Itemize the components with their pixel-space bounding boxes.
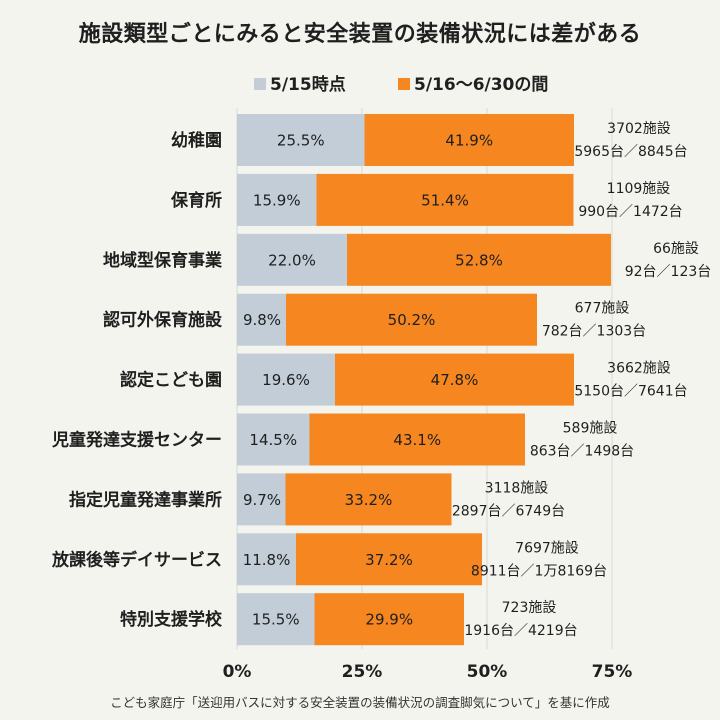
data-label: 19.6% bbox=[262, 371, 310, 389]
annotation-units: 863台／1498台 bbox=[530, 444, 634, 460]
data-label: 11.8% bbox=[243, 551, 291, 569]
legend-label: 5/15時点 bbox=[270, 74, 346, 95]
data-label: 29.9% bbox=[365, 611, 413, 629]
category-label: 放課後等デイサービス bbox=[51, 549, 222, 570]
data-label: 51.4% bbox=[421, 191, 469, 209]
source-note: こども家庭庁「送迎用バスに対する安全装置の装備状況の調査脚気について」を基に作成 bbox=[110, 695, 610, 710]
legend-label: 5/16〜6/30の間 bbox=[414, 75, 548, 95]
bar-segment bbox=[237, 593, 315, 646]
bar-segment bbox=[316, 173, 574, 226]
annotation-facilities: 723施設 bbox=[502, 600, 557, 616]
annotation-facilities: 589施設 bbox=[563, 421, 618, 437]
x-axis: 0% 25% 50% 75% bbox=[223, 662, 633, 682]
bar-segment bbox=[364, 114, 574, 166]
x-tick-label: 75% bbox=[592, 662, 633, 682]
bar-segment bbox=[296, 533, 482, 586]
annotation-facilities: 66施設 bbox=[653, 241, 699, 257]
category-label: 幼稚園 bbox=[171, 130, 222, 151]
data-label: 14.5% bbox=[249, 431, 297, 449]
bar-segment bbox=[237, 293, 286, 346]
annotation-facilities: 3662施設 bbox=[607, 361, 671, 377]
bar-segment bbox=[237, 353, 335, 406]
bar-segment bbox=[237, 114, 365, 166]
annotation-units: 1916台／4219台 bbox=[464, 623, 577, 639]
bar-segment bbox=[309, 413, 525, 466]
data-label: 47.8% bbox=[431, 371, 479, 389]
annotation-facilities: 3702施設 bbox=[607, 121, 671, 137]
data-label: 15.9% bbox=[253, 191, 301, 209]
data-label: 9.7% bbox=[243, 491, 281, 509]
annotation-facilities: 3118施設 bbox=[485, 480, 549, 496]
data-label: 52.8% bbox=[455, 251, 503, 269]
bar-segment bbox=[237, 473, 286, 526]
chart-title: 施設類型ごとにみると安全装置の装備状況には差がある bbox=[78, 22, 642, 47]
annotation-units: 2897台／6749台 bbox=[452, 503, 565, 519]
bar-segment bbox=[237, 533, 296, 586]
x-tick-label: 0% bbox=[223, 662, 252, 682]
legend-swatch bbox=[254, 78, 266, 90]
annotation-units: 782台／1303台 bbox=[542, 324, 646, 340]
data-label: 22.0% bbox=[268, 251, 316, 269]
bar-segment bbox=[285, 473, 452, 526]
category-label: 指定児童発達事業所 bbox=[69, 489, 222, 510]
annotation-facilities: 1109施設 bbox=[607, 181, 671, 197]
data-label: 50.2% bbox=[388, 311, 436, 329]
bar-segment bbox=[286, 293, 537, 346]
annotation-units: 92台／123台 bbox=[625, 264, 712, 280]
category-label: 特別支援学校 bbox=[120, 609, 223, 630]
x-tick-label: 25% bbox=[342, 662, 383, 682]
bar-segment bbox=[237, 413, 310, 466]
annotation-units: 5965台／8845台 bbox=[574, 144, 687, 160]
data-label: 9.8% bbox=[243, 311, 281, 329]
data-label: 41.9% bbox=[445, 132, 493, 150]
bar-segment bbox=[237, 233, 347, 286]
bar-segment bbox=[347, 233, 611, 286]
category-label: 保育所 bbox=[170, 190, 222, 211]
annotation-units: 990台／1472台 bbox=[578, 204, 682, 220]
bar-segment bbox=[314, 593, 464, 646]
annotation-facilities: 7697施設 bbox=[515, 540, 579, 556]
data-label: 43.1% bbox=[393, 431, 441, 449]
category-label: 認可外保育施設 bbox=[103, 310, 223, 331]
category-label: 児童発達支援センター bbox=[51, 430, 222, 451]
category-label: 認定こども園 bbox=[120, 370, 222, 391]
legend: 5/15時点 5/16〜6/30の間 bbox=[254, 74, 548, 95]
bars bbox=[237, 114, 611, 646]
data-label: 25.5% bbox=[277, 132, 325, 150]
annotation-facilities: 677施設 bbox=[575, 301, 630, 317]
category-label: 地域型保育事業 bbox=[103, 250, 222, 271]
bar-segment bbox=[237, 173, 317, 226]
annotation-units: 5150台／7641台 bbox=[574, 384, 687, 400]
x-tick-label: 50% bbox=[467, 662, 508, 682]
data-label: 33.2% bbox=[345, 491, 393, 509]
bar-segment bbox=[335, 353, 574, 406]
data-label: 15.5% bbox=[252, 611, 300, 629]
annotation-units: 8911台／1万8169台 bbox=[471, 563, 607, 579]
legend-swatch bbox=[398, 78, 410, 90]
data-label: 37.2% bbox=[365, 551, 413, 569]
